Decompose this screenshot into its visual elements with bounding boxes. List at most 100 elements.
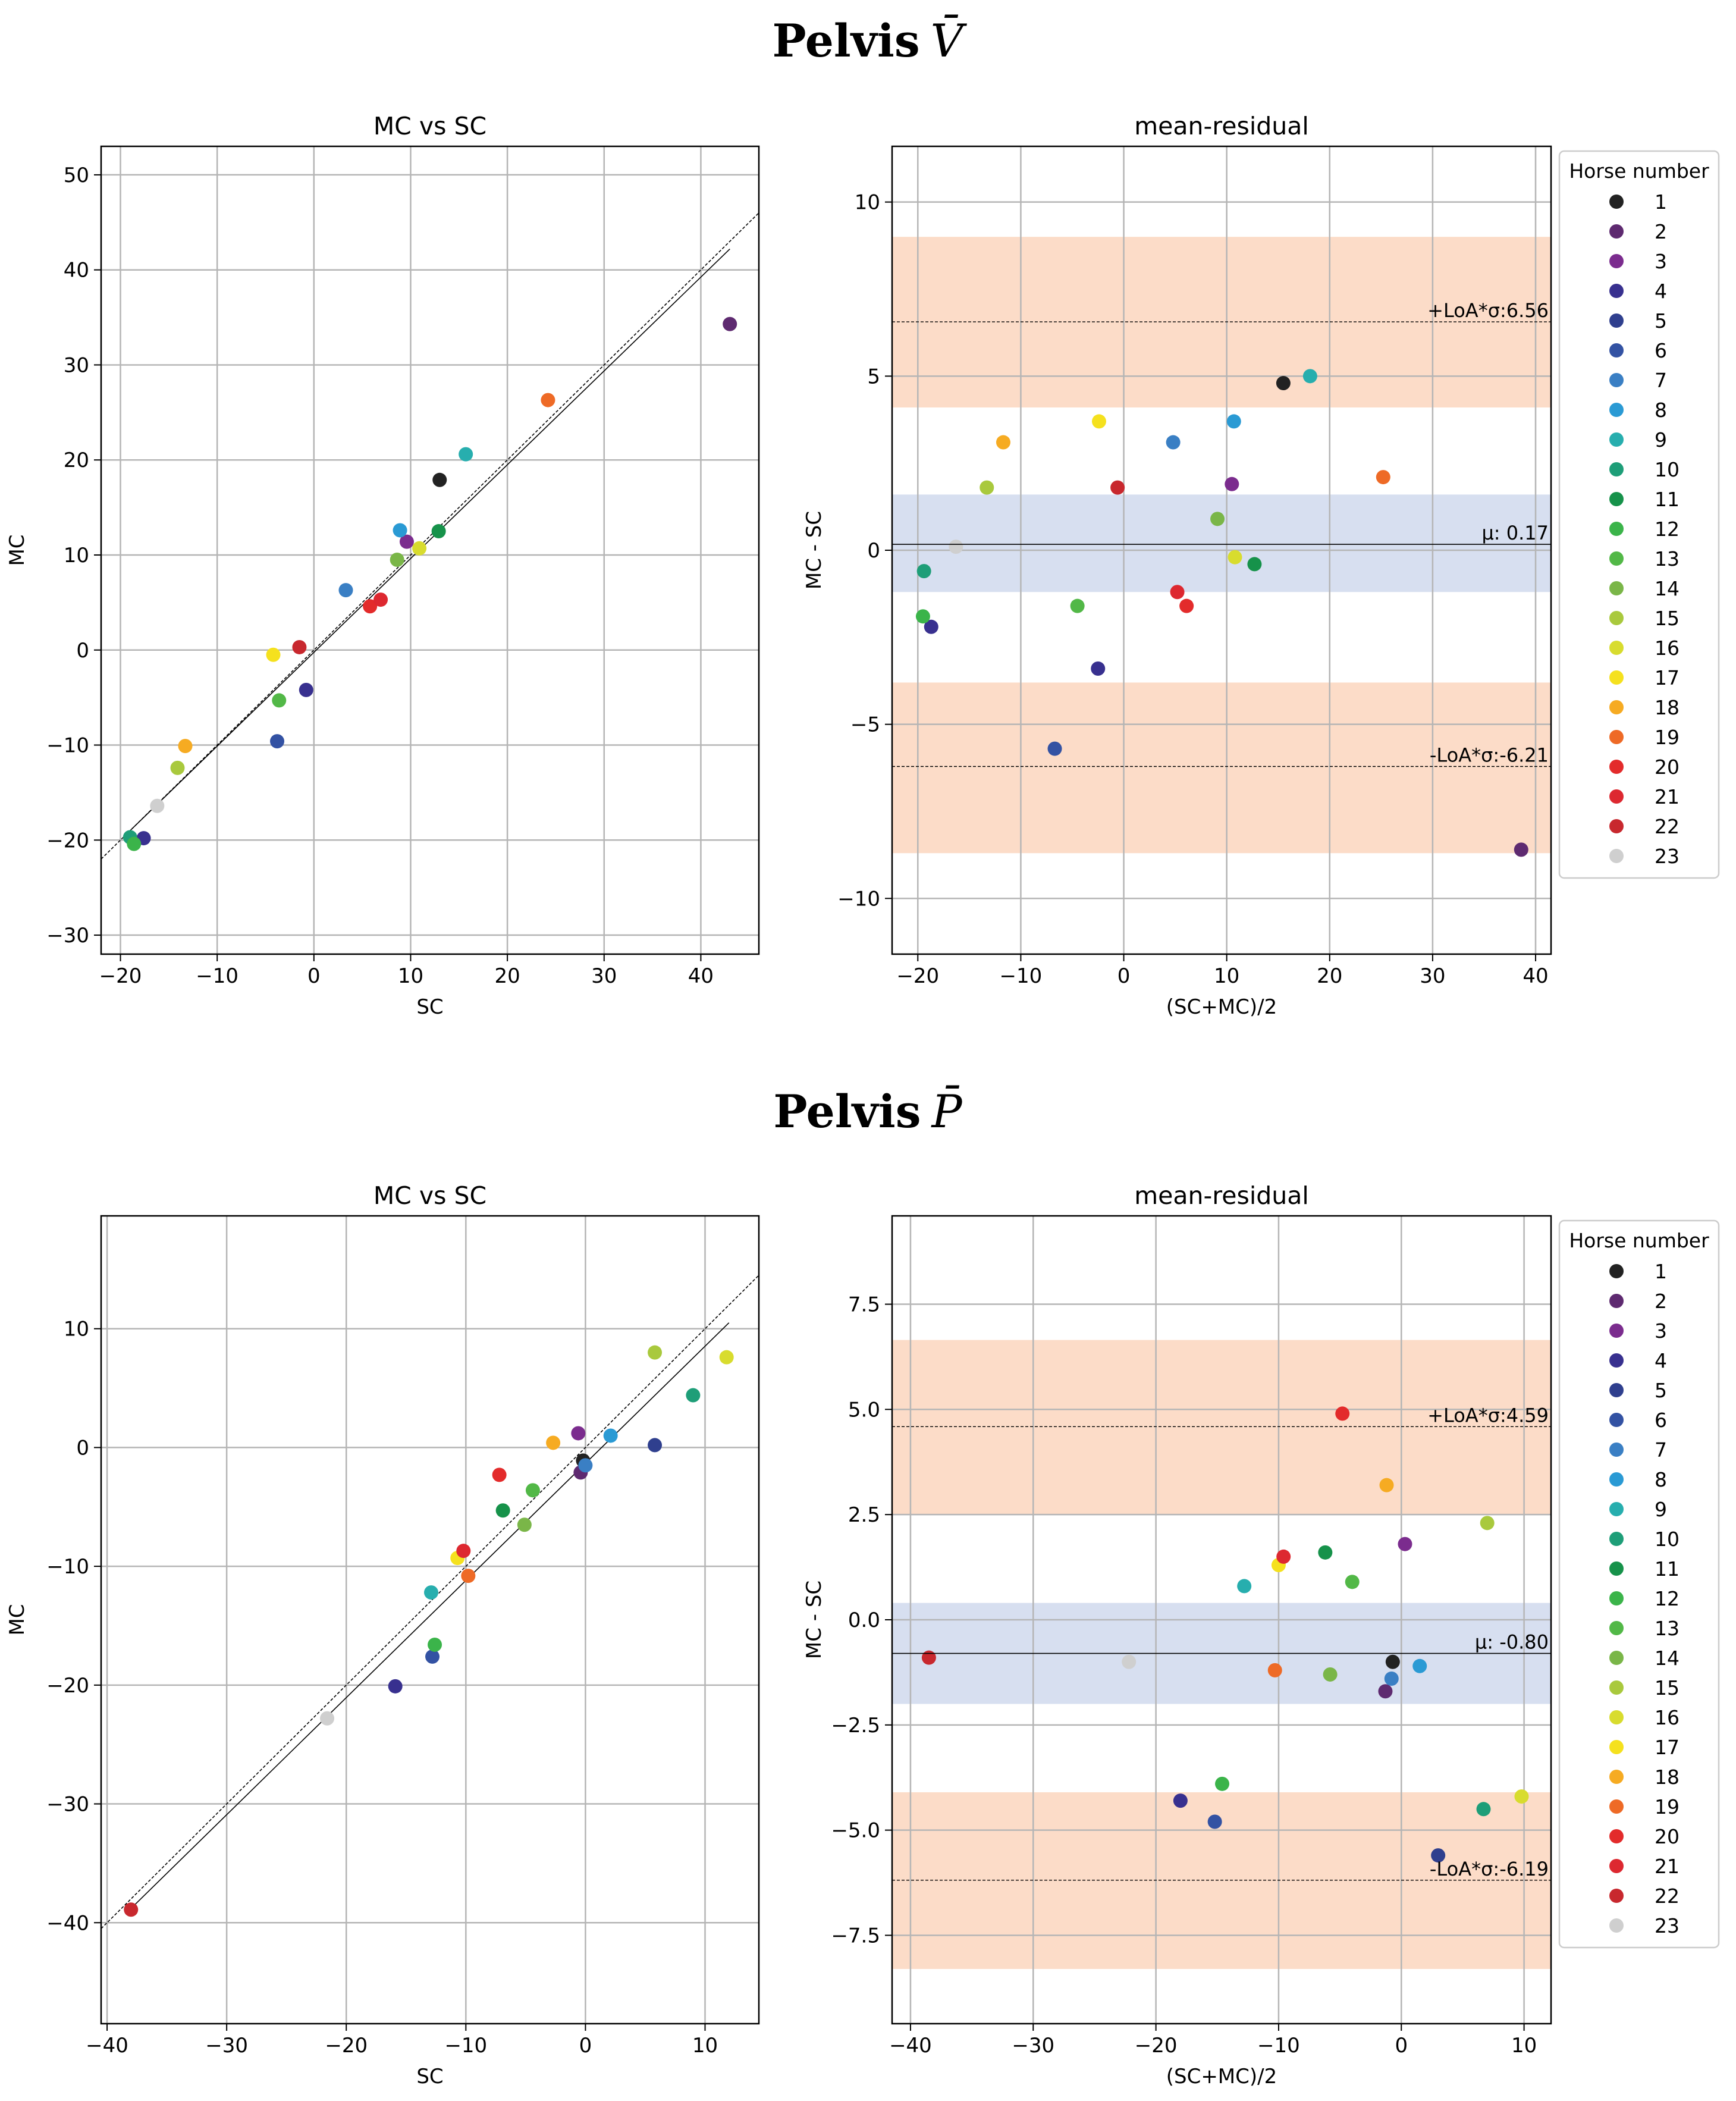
data-point-horse-9	[459, 447, 473, 462]
legend-marker-horse-7	[1609, 373, 1624, 387]
legend-label: 10	[1655, 458, 1680, 481]
data-point-horse-20	[363, 599, 378, 614]
data-point-horse-3	[399, 534, 414, 549]
legend-marker-horse-13	[1609, 1621, 1624, 1635]
data-point-horse-22	[292, 639, 307, 654]
y-tick-label: 7.5	[848, 1293, 880, 1317]
legend-label: 2	[1655, 1290, 1667, 1313]
legend-marker-horse-9	[1609, 432, 1624, 447]
data-point-horse-20	[1179, 598, 1194, 613]
legend-title: Horse number	[1569, 1229, 1709, 1252]
legend-marker-horse-23	[1609, 849, 1624, 863]
data-point-horse-8	[1226, 414, 1241, 429]
legend-label: 7	[1655, 1438, 1667, 1462]
data-point-horse-13	[1070, 598, 1085, 613]
legend-label: 23	[1655, 845, 1680, 868]
data-point-horse-19	[541, 393, 555, 407]
legend-label: 13	[1655, 547, 1680, 570]
data-point-horse-3	[1225, 476, 1239, 491]
legend-marker-horse-16	[1609, 641, 1624, 655]
lower-loa-band	[892, 682, 1551, 854]
legend-marker-horse-4	[1609, 1353, 1624, 1368]
legend-marker-horse-18	[1609, 1770, 1624, 1784]
data-point-horse-23	[1122, 1654, 1137, 1669]
legend-label: 4	[1655, 280, 1667, 303]
legend-label: 17	[1655, 666, 1680, 689]
y-tick-label: 5.0	[848, 1398, 880, 1422]
y-tick-label: 40	[64, 259, 89, 283]
legend-marker-horse-2	[1609, 1294, 1624, 1308]
data-point-horse-9	[424, 1585, 439, 1600]
data-point-horse-15	[980, 480, 994, 495]
y-tick-label: 5	[867, 365, 880, 388]
legend-marker-horse-3	[1609, 1324, 1624, 1338]
legend-marker-horse-12	[1609, 522, 1624, 536]
plot-frame	[100, 1215, 760, 2025]
legend-marker-horse-5	[1609, 1383, 1624, 1397]
y-tick-label: 2.5	[848, 1503, 880, 1527]
legend-title: Horse number	[1569, 159, 1709, 183]
legend-label: 12	[1655, 518, 1680, 541]
x-tick-label: −20	[325, 2034, 368, 2058]
data-point-horse-17	[266, 647, 281, 662]
legend-marker-horse-20	[1609, 760, 1624, 774]
legend-label: 5	[1655, 309, 1667, 333]
legend-label: 2	[1655, 220, 1667, 243]
legend-marker-horse-21	[1609, 789, 1624, 804]
data-point-horse-5	[1431, 1848, 1446, 1863]
x-tick-label: 0	[579, 2034, 592, 2058]
data-point-horse-11	[495, 1503, 510, 1518]
data-point-horse-14	[1210, 512, 1225, 526]
plot-title: mean-residual	[1134, 1181, 1309, 1210]
y-axis-label: MC	[5, 534, 29, 566]
legend-label: 19	[1655, 1795, 1680, 1818]
y-tick-label: 0	[76, 1436, 89, 1460]
data-point-horse-14	[390, 552, 404, 567]
x-tick-label: −20	[99, 964, 142, 988]
data-point-horse-4	[1091, 661, 1106, 676]
legend-marker-horse-21	[1609, 1859, 1624, 1873]
legend-label: 11	[1655, 488, 1680, 511]
data-point-horse-18	[996, 435, 1010, 450]
legend-label: 23	[1655, 1914, 1680, 1937]
plot-lines	[921, 1406, 1529, 1863]
legend-label: 16	[1655, 1706, 1680, 1729]
legend-marker-horse-6	[1609, 1413, 1624, 1427]
legend-label: 10	[1655, 1528, 1680, 1551]
data-point-horse-4	[1173, 1793, 1188, 1808]
data-point-horse-16	[719, 1350, 734, 1365]
data-point-horse-15	[648, 1345, 663, 1360]
legend-marker-horse-10	[1609, 1532, 1624, 1546]
legend-label: 14	[1655, 1647, 1680, 1670]
data-point-horse-12	[915, 609, 930, 624]
legend-label: 19	[1655, 726, 1680, 749]
legend-label: 15	[1655, 607, 1680, 630]
legend-marker-horse-14	[1609, 581, 1624, 595]
data-point-horse-6	[270, 734, 285, 749]
plot-lines	[101, 1275, 759, 1929]
data-point-horse-22	[1110, 480, 1125, 495]
data-point-horse-19	[1267, 1663, 1282, 1677]
legend-label: 4	[1655, 1349, 1667, 1372]
y-axis-label: MC - SC	[802, 511, 826, 589]
y-tick-label: 10	[64, 544, 89, 567]
legend-label: 5	[1655, 1379, 1667, 1402]
data-point-horse-9	[1237, 1579, 1252, 1594]
legend-marker-horse-22	[1609, 1889, 1624, 1903]
data-point-horse-12	[1215, 1776, 1230, 1791]
legend-label: 14	[1655, 577, 1680, 600]
data-point-horse-15	[170, 760, 185, 775]
legend-marker-horse-1	[1609, 195, 1624, 209]
legend-label: 21	[1655, 1855, 1680, 1878]
legend-marker-horse-16	[1609, 1710, 1624, 1724]
section-2-symbol: P̄	[931, 1084, 963, 1138]
legend-label: 1	[1655, 190, 1667, 214]
legend-marker-horse-11	[1609, 1561, 1624, 1576]
x-tick-label: −10	[444, 2034, 487, 2058]
data-point-horse-18	[1379, 1478, 1394, 1492]
data-point-horse-16	[412, 541, 427, 556]
x-tick-label: 20	[1317, 964, 1342, 988]
data-point-horse-18	[178, 739, 193, 754]
data-point-horse-21	[1170, 585, 1185, 600]
section-title-2: Pelvis P̄	[773, 1084, 963, 1138]
